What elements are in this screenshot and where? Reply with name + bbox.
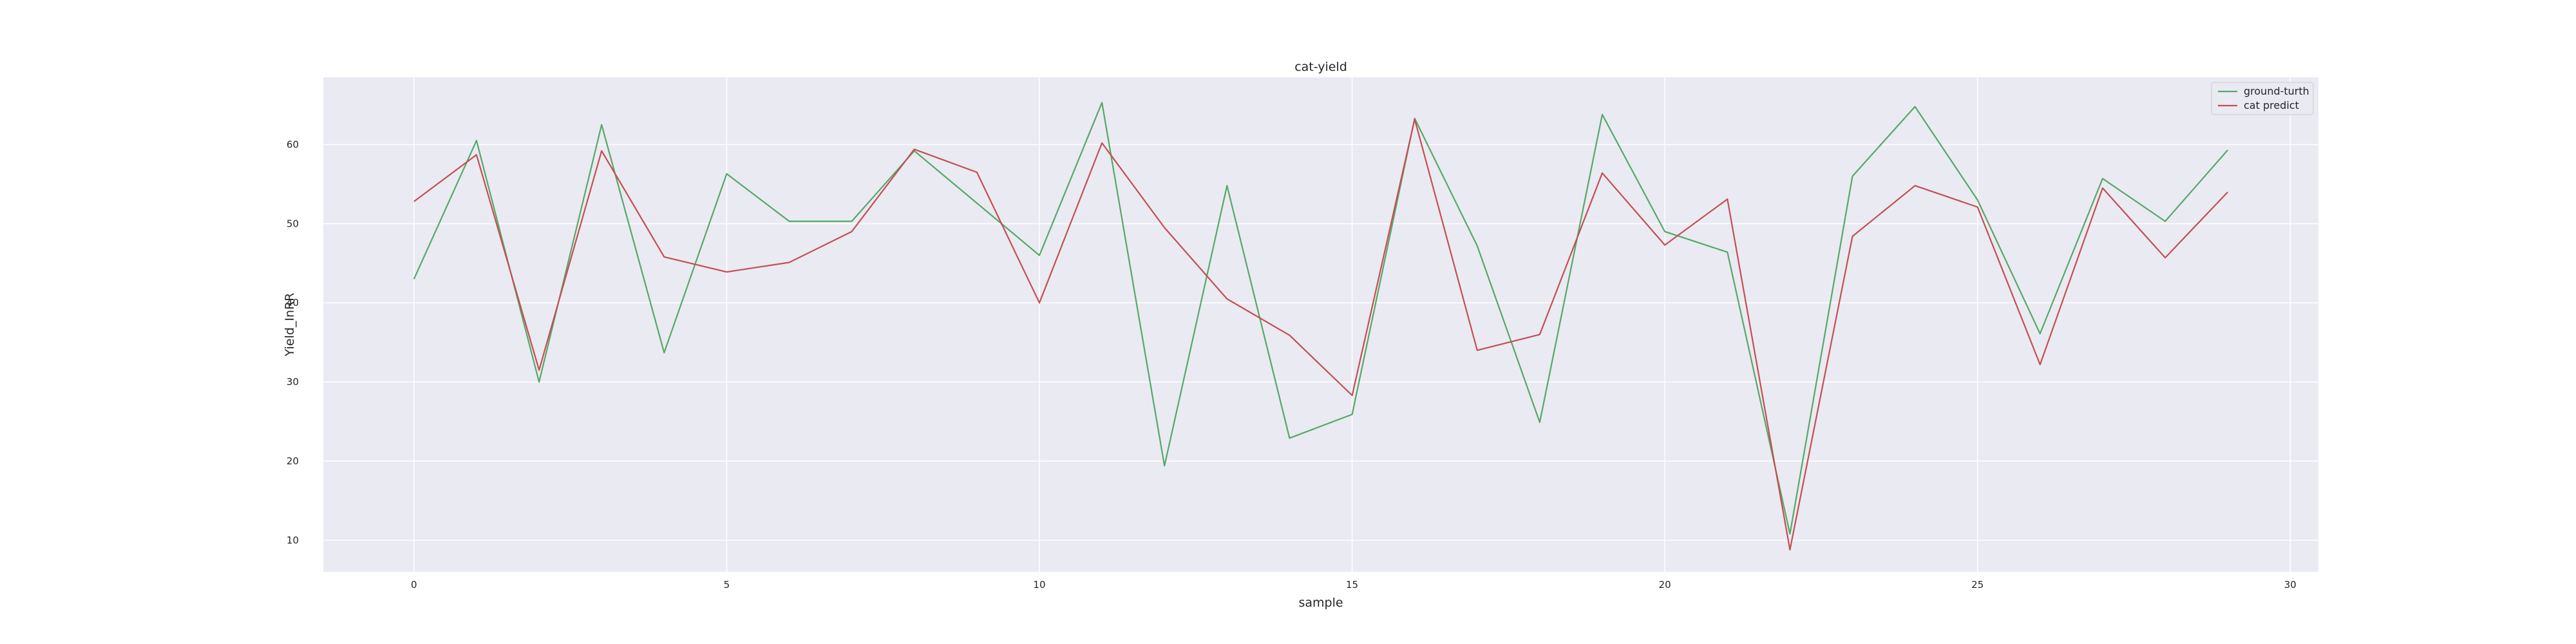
x-tick-label: 20: [1659, 579, 1671, 591]
y-tick-label: 50: [287, 218, 299, 229]
y-tick-label: 60: [287, 138, 299, 150]
y-tick-label: 10: [287, 535, 299, 546]
legend: ground-turth cat predict: [2211, 82, 2314, 115]
y-tick-label: 40: [287, 297, 299, 308]
series-layer: [413, 102, 2229, 551]
x-tick-label: 5: [724, 579, 730, 591]
y-tick-label: 30: [287, 376, 299, 388]
legend-label: ground-turth: [2244, 85, 2309, 97]
x-tick-label: 10: [1033, 579, 1045, 591]
x-tick-label: 15: [1346, 579, 1358, 591]
grid-lines: [323, 77, 2318, 572]
y-axis-label: Yield_InRR: [283, 293, 297, 357]
x-tick-label: 25: [1971, 579, 1984, 591]
chart-title: cat-yield: [1294, 60, 1347, 74]
series-line-cat-predict: [413, 118, 2228, 551]
plot-area: [323, 77, 2318, 572]
legend-label: cat predict: [2244, 99, 2299, 111]
legend-box: [2211, 82, 2314, 115]
x-tick-label: 0: [411, 579, 417, 591]
y-tick-label: 20: [287, 455, 299, 467]
tick-labels: 0 5 10 15 20 25 30 10 20 30 40 50 60: [287, 138, 2297, 591]
x-axis-label: sample: [1298, 596, 1343, 610]
series-line-ground-turth: [413, 102, 2229, 535]
x-tick-label: 30: [2284, 579, 2297, 591]
